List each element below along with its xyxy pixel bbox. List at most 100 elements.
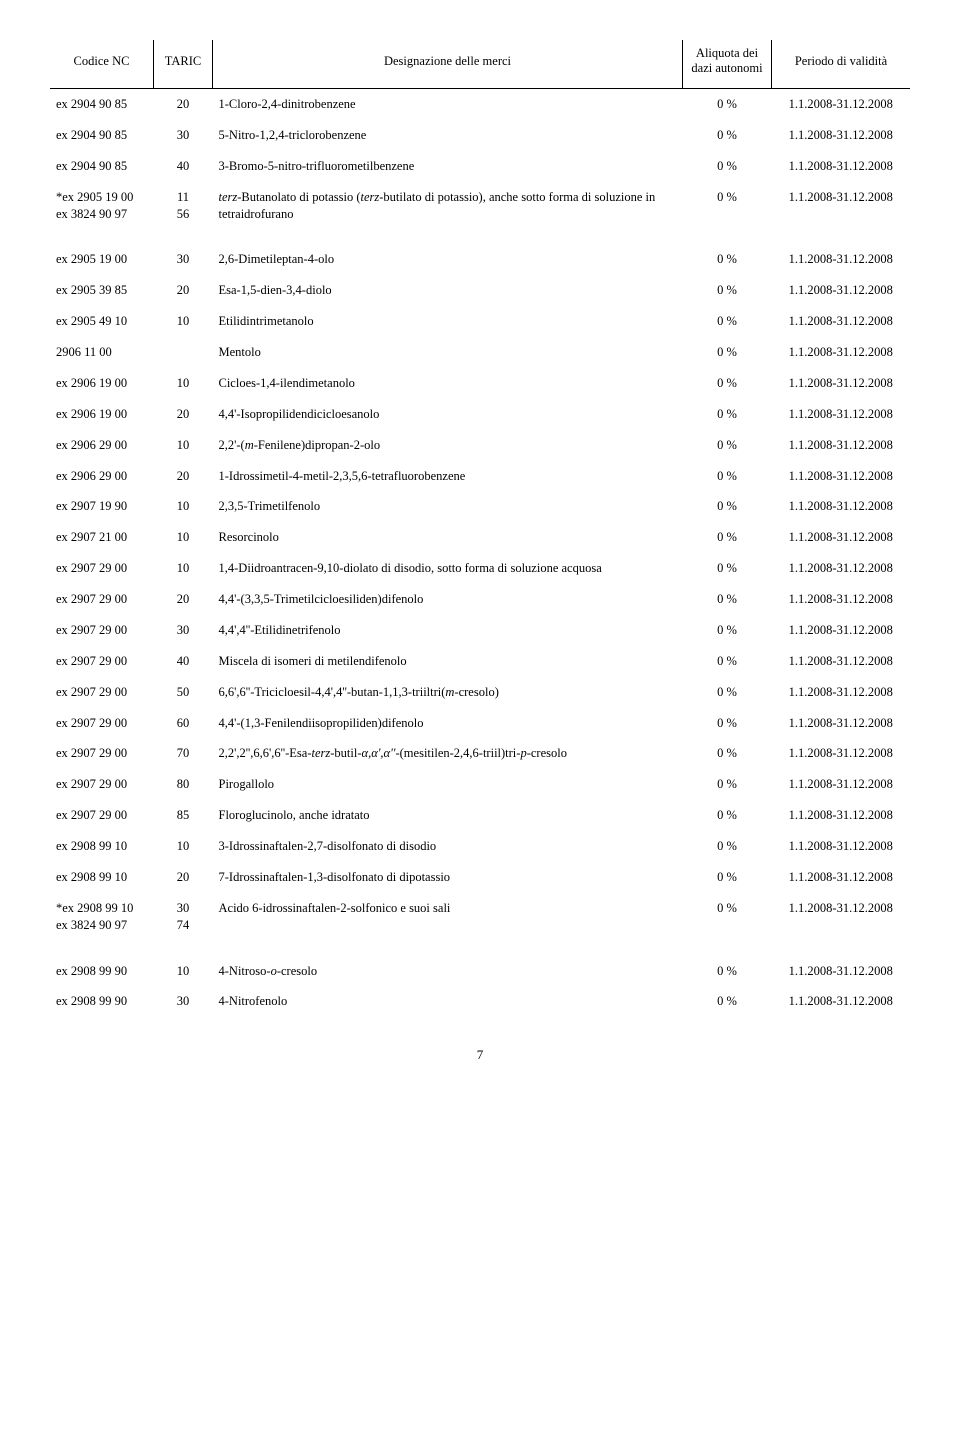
- cell-period: 1.1.2008-31.12.2008: [772, 986, 911, 1017]
- table-header: Codice NC TARIC Designazione delle merci…: [50, 40, 910, 89]
- cell-duty: 0 %: [683, 553, 772, 584]
- cell-desc: 2,2',2'',6,6',6''-Esa-terz-butil-α,α',α'…: [213, 738, 683, 769]
- table-row: ex 2904 90 85403-Bromo-5-nitro-trifluoro…: [50, 151, 910, 182]
- cell-duty: 0 %: [683, 941, 772, 987]
- cell-desc: 4,4',4''-Etilidinetrifenolo: [213, 615, 683, 646]
- cell-period: 1.1.2008-31.12.2008: [772, 615, 911, 646]
- cell-nc: ex 2905 49 10: [50, 306, 154, 337]
- cell-taric: 85: [154, 800, 213, 831]
- cell-duty: 0 %: [683, 615, 772, 646]
- cell-nc: 2906 11 00: [50, 337, 154, 368]
- cell-nc: ex 2905 19 00: [50, 229, 154, 275]
- header-nc: Codice NC: [50, 40, 154, 89]
- header-desc: Designazione delle merci: [213, 40, 683, 89]
- table-row: *ex 2908 99 10 ex 3824 90 9730 74Acido 6…: [50, 893, 910, 941]
- cell-duty: 0 %: [683, 862, 772, 893]
- cell-desc: Miscela di isomeri di metilendifenolo: [213, 646, 683, 677]
- table-row: ex 2908 99 90104-Nitroso-o-cresolo0 %1.1…: [50, 941, 910, 987]
- cell-taric: 40: [154, 646, 213, 677]
- table-row: ex 2906 29 00201-Idrossimetil-4-metil-2,…: [50, 461, 910, 492]
- cell-duty: 0 %: [683, 769, 772, 800]
- cell-nc: ex 2908 99 10: [50, 831, 154, 862]
- table-row: *ex 2905 19 00 ex 3824 90 9711 56terz-Bu…: [50, 182, 910, 230]
- cell-desc: 2,2'-(m-Fenilene)dipropan-2-olo: [213, 430, 683, 461]
- cell-duty: 0 %: [683, 708, 772, 739]
- cell-duty: 0 %: [683, 430, 772, 461]
- cell-period: 1.1.2008-31.12.2008: [772, 646, 911, 677]
- page-number: 7: [50, 1047, 910, 1063]
- table-row: ex 2907 29 00101,4-Diidroantracen-9,10-d…: [50, 553, 910, 584]
- cell-taric: 70: [154, 738, 213, 769]
- cell-period: 1.1.2008-31.12.2008: [772, 831, 911, 862]
- cell-taric: 20: [154, 399, 213, 430]
- table-body: ex 2904 90 85 20 1-Cloro-2,4-dinitrobenzen…: [50, 89, 910, 1018]
- cell-desc: 4-Nitrofenolo: [213, 986, 683, 1017]
- cell-nc: ex 2907 29 00: [50, 800, 154, 831]
- cell-nc: ex 2907 29 00: [50, 708, 154, 739]
- cell-period: 1.1.2008-31.12.2008: [772, 553, 911, 584]
- cell-duty: 0 %: [683, 738, 772, 769]
- tariff-table: Codice NC TARIC Designazione delle merci…: [50, 40, 910, 1017]
- cell-nc: ex 2907 29 00: [50, 615, 154, 646]
- cell-taric: 20: [154, 584, 213, 615]
- cell-taric: 10: [154, 368, 213, 399]
- cell-duty: 0 %: [683, 893, 772, 941]
- cell-taric: 10: [154, 430, 213, 461]
- cell-desc: Acido 6-idrossinaftalen-2-solfonico e su…: [213, 893, 683, 941]
- cell-nc: ex 2907 29 00: [50, 738, 154, 769]
- cell-desc: 1-Cloro-2,4-dinitrobenzene: [213, 89, 683, 120]
- cell-period: 1.1.2008-31.12.2008: [772, 677, 911, 708]
- cell-duty: 0 %: [683, 461, 772, 492]
- table-row: ex 2908 99 10103-Idrossinaftalen-2,7-dis…: [50, 831, 910, 862]
- cell-nc: ex 2905 39 85: [50, 275, 154, 306]
- cell-duty: 0 %: [683, 229, 772, 275]
- cell-period: 1.1.2008-31.12.2008: [772, 399, 911, 430]
- cell-desc: terz-Butanolato di potassio (terz-butila…: [213, 182, 683, 230]
- cell-taric: [154, 337, 213, 368]
- cell-desc: 2,6-Dimetileptan-4-olo: [213, 229, 683, 275]
- cell-nc: ex 2906 19 00: [50, 368, 154, 399]
- table-row: ex 2907 29 00204,4'-(3,3,5-Trimetilciclo…: [50, 584, 910, 615]
- cell-desc: Pirogallolo: [213, 769, 683, 800]
- cell-taric: 60: [154, 708, 213, 739]
- cell-desc: 3-Bromo-5-nitro-trifluorometilbenzene: [213, 151, 683, 182]
- cell-taric: 11 56: [154, 182, 213, 230]
- table-row: ex 2908 99 10207-Idrossinaftalen-1,3-dis…: [50, 862, 910, 893]
- cell-period: 1.1.2008-31.12.2008: [772, 491, 911, 522]
- cell-nc: ex 2907 19 90: [50, 491, 154, 522]
- cell-duty: 0 %: [683, 677, 772, 708]
- cell-taric: 10: [154, 831, 213, 862]
- table-row: ex 2907 29 0040Miscela di isomeri di met…: [50, 646, 910, 677]
- table-row: ex 2908 99 90304-Nitrofenolo0 %1.1.2008-…: [50, 986, 910, 1017]
- cell-nc: ex 2907 29 00: [50, 677, 154, 708]
- cell-desc: Floroglucinolo, anche idratato: [213, 800, 683, 831]
- cell-desc: 1,4-Diidroantracen-9,10-diolato di disod…: [213, 553, 683, 584]
- cell-period: 1.1.2008-31.12.2008: [772, 461, 911, 492]
- cell-nc: ex 2904 90 85: [50, 120, 154, 151]
- table-row: ex 2905 39 8520Esa-1,5-dien-3,4-diolo0 %…: [50, 275, 910, 306]
- table-row: ex 2906 19 0010Cicloes-1,4-ilendimetanol…: [50, 368, 910, 399]
- cell-period: 1.1.2008-31.12.2008: [772, 862, 911, 893]
- cell-taric: 30 74: [154, 893, 213, 941]
- cell-nc: ex 2907 29 00: [50, 646, 154, 677]
- cell-taric: 30: [154, 229, 213, 275]
- cell-nc: ex 2908 99 90: [50, 986, 154, 1017]
- cell-duty: 0 %: [683, 522, 772, 553]
- table-row: ex 2904 90 85305-Nitro-1,2,4-tricloroben…: [50, 120, 910, 151]
- table-row: ex 2907 29 00702,2',2'',6,6',6''-Esa-ter…: [50, 738, 910, 769]
- cell-duty: 0 %: [683, 151, 772, 182]
- cell-nc: ex 2908 99 10: [50, 862, 154, 893]
- cell-duty: 0 %: [683, 491, 772, 522]
- table-row: ex 2907 21 0010Resorcinolo0 %1.1.2008-31…: [50, 522, 910, 553]
- cell-period: 1.1.2008-31.12.2008: [772, 89, 911, 120]
- cell-taric: 20: [154, 862, 213, 893]
- cell-duty: 0 %: [683, 337, 772, 368]
- cell-duty: 0 %: [683, 306, 772, 337]
- table-row: ex 2907 29 0080Pirogallolo0 %1.1.2008-31…: [50, 769, 910, 800]
- table-row: 2906 11 00Mentolo0 %1.1.2008-31.12.2008: [50, 337, 910, 368]
- table-row: ex 2907 29 00506,6',6''-Tricicloesil-4,4…: [50, 677, 910, 708]
- cell-period: 1.1.2008-31.12.2008: [772, 800, 911, 831]
- cell-taric: 30: [154, 615, 213, 646]
- cell-desc: 1-Idrossimetil-4-metil-2,3,5,6-tetrafluo…: [213, 461, 683, 492]
- cell-period: 1.1.2008-31.12.2008: [772, 151, 911, 182]
